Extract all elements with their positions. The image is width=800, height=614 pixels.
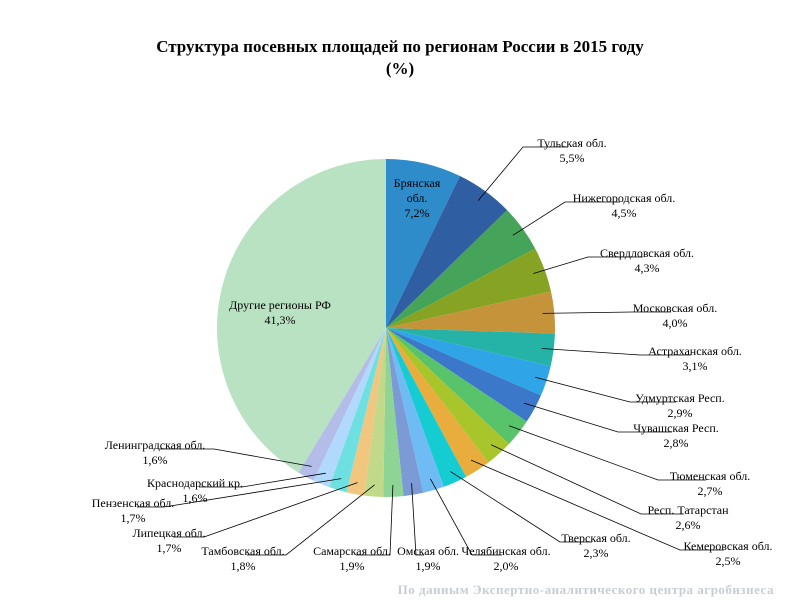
slice-label: Кемеровская обл. 2,5%: [683, 539, 772, 568]
leader-line: [523, 402, 672, 433]
leader-line: [247, 484, 375, 556]
slice-label: Ленинградская обл. 1,6%: [105, 438, 206, 467]
chart-title-text: Структура посевных площадей по регионам …: [156, 37, 644, 56]
leader-line: [199, 472, 326, 488]
pie-slice: [386, 159, 460, 328]
leader-line: [542, 311, 671, 314]
slice-label: Тамбовская обл. 1,8%: [201, 544, 284, 573]
leader-line: [173, 482, 358, 538]
leader-line: [137, 478, 342, 508]
pie-slice: [346, 328, 386, 496]
slice-label: Московская обл. 4,0%: [633, 301, 717, 330]
leader-line: [430, 478, 502, 556]
leader-line: [450, 471, 592, 543]
leader-line: [356, 484, 394, 556]
pie-slices: [217, 159, 556, 498]
slice-label: Тюменская обл. 2,7%: [670, 469, 751, 498]
leader-lines: [137, 146, 724, 556]
pie-slice: [386, 328, 489, 477]
leader-line: [533, 256, 643, 274]
slice-label: Омская обл. 1,9%: [397, 544, 459, 573]
pie-slice: [313, 328, 386, 488]
slice-label: Респ. Татарстан 2,6%: [647, 503, 729, 532]
slice-label: Тульская обл. 5,5%: [537, 136, 606, 165]
pie-slice: [298, 328, 386, 481]
pie-slice: [364, 328, 386, 497]
pie-slice: [383, 328, 404, 498]
slice-label: Самарская обл. 1,9%: [313, 544, 391, 573]
pie-slice: [386, 176, 508, 328]
slice-label: Свердловская обл. 4,3%: [600, 246, 694, 275]
slice-label: Тверская обл. 2,3%: [561, 531, 630, 560]
pie-slice: [386, 291, 556, 334]
slice-label: Брянская обл. 7,2%: [394, 176, 441, 220]
chart-title: Структура посевных площадей по регионам …: [0, 36, 800, 80]
slice-label: Другие регионы РФ 41,3%: [229, 298, 331, 327]
leader-line: [470, 459, 724, 551]
slice-label: Липецкая обл. 1,7%: [132, 526, 205, 555]
slice-label: Удмуртская Респ. 2,9%: [635, 391, 724, 420]
slice-label: Нижегородская обл. 4,5%: [573, 191, 676, 220]
pie-slice: [386, 328, 444, 493]
pie-slice: [386, 328, 527, 444]
pie-slice: [386, 328, 509, 463]
slice-label: Чувашская Респ. 2,8%: [633, 421, 719, 450]
leader-line: [490, 444, 684, 515]
pie-slice: [386, 328, 467, 487]
source-note: По данным Экспертно-аналитического центр…: [397, 582, 774, 597]
slice-labels: Брянская обл. 7,2% Тульская обл. 5,5% Нижегор…: [92, 136, 773, 573]
leader-line: [411, 483, 424, 556]
leader-line: [541, 348, 691, 356]
pie-slice: [386, 210, 536, 328]
slice-label: Пензенская обл. 1,7%: [92, 496, 175, 525]
slice-label: Челябинская обл. 2,0%: [461, 544, 550, 573]
leader-line: [159, 448, 312, 467]
pie-slice: [217, 159, 386, 473]
leader-line: [535, 376, 676, 403]
leader-line: [512, 201, 620, 236]
pie-slice: [329, 328, 386, 493]
slice-label: Краснодарский кр. 1,6%: [147, 476, 243, 505]
pie-slice: [386, 328, 541, 422]
slice-label: Астраханская обл. 3,1%: [648, 344, 742, 373]
pie-slice: [386, 328, 555, 367]
pie-slice: [386, 328, 424, 497]
pie-slice: [386, 248, 551, 328]
leader-line: [508, 425, 706, 481]
leader-line: [477, 146, 568, 201]
pie-slice: [386, 328, 551, 396]
chart-subtitle: (%): [385, 59, 415, 78]
